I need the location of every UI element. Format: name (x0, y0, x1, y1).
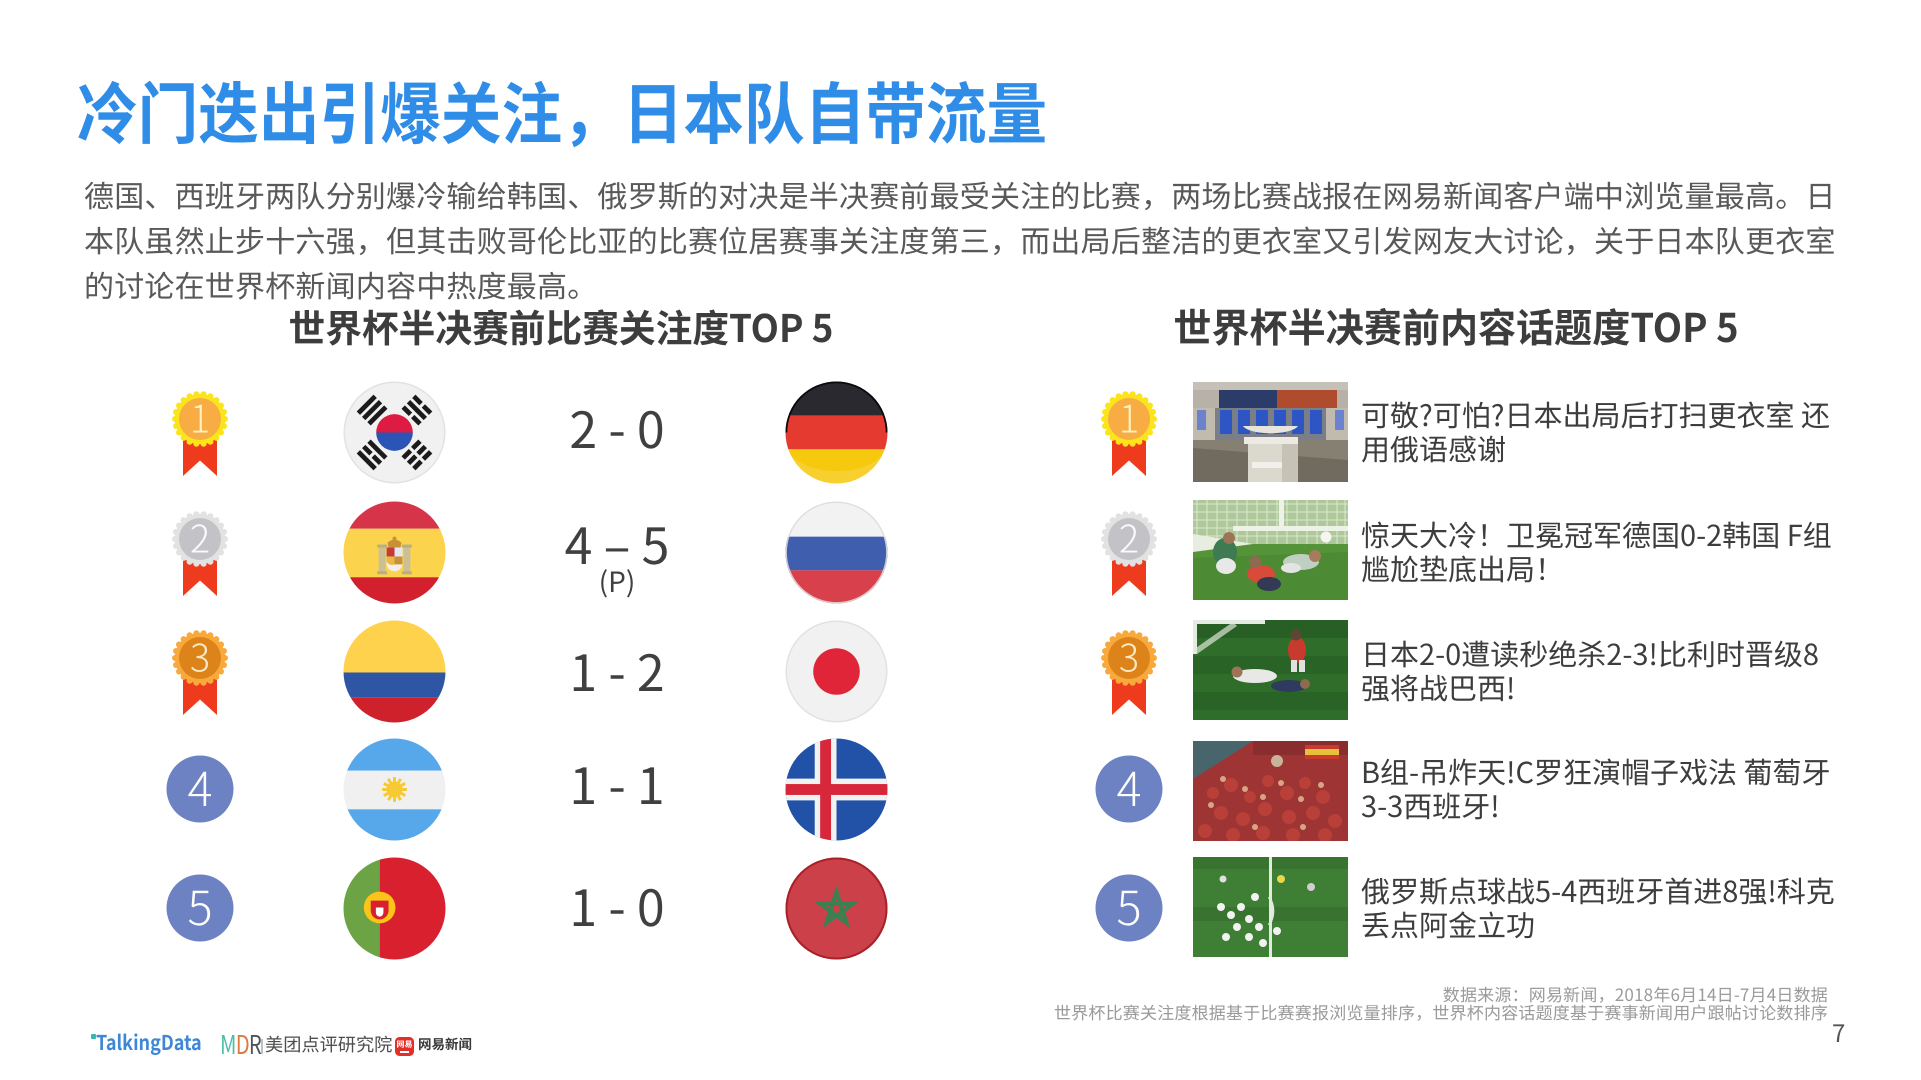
svg-text:4: 4 (1116, 755, 1141, 820)
svg-text:1: 1 (190, 389, 210, 444)
svg-text:2: 2 (1119, 509, 1139, 564)
svg-text:1: 1 (1119, 389, 1139, 444)
svg-text:3: 3 (1119, 628, 1139, 683)
svg-text:2: 2 (190, 509, 210, 564)
svg-text:5: 5 (1116, 874, 1141, 939)
svg-text:5: 5 (187, 874, 212, 939)
svg-text:4: 4 (187, 755, 212, 820)
svg-text:3: 3 (190, 628, 210, 683)
